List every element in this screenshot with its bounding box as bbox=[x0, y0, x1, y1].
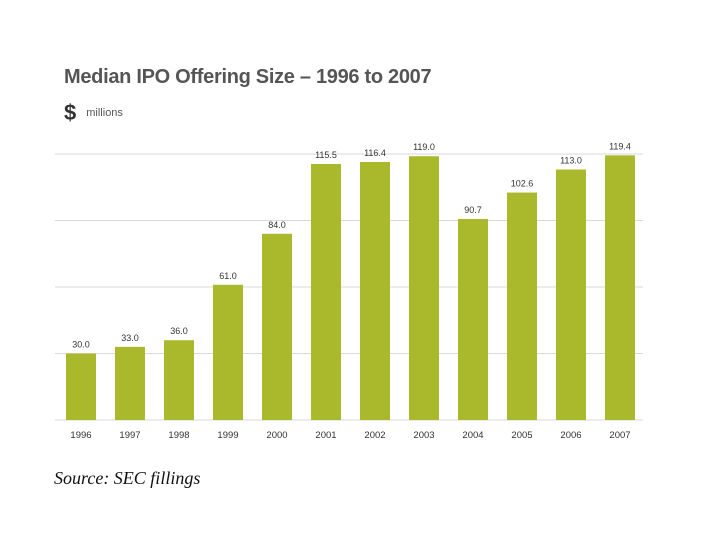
bar-chart: 30.0 33.0 36.0 61.0 84.0 115.5 116.4 119.0 90.7 1… bbox=[0, 0, 720, 540]
x-tick-label-2001: 2001 bbox=[315, 430, 336, 441]
value-label-1997: 33.0 bbox=[121, 333, 139, 343]
x-tick-label-2002: 2002 bbox=[364, 430, 385, 441]
x-tick-labels: 1996 1997 1998 1999 2000 2001 2002 2003 2004 2005… bbox=[70, 430, 630, 441]
value-label-1998: 36.0 bbox=[170, 326, 188, 336]
bar-1996 bbox=[66, 354, 96, 421]
bar-2002 bbox=[360, 162, 390, 420]
x-tick-label-2003: 2003 bbox=[413, 430, 434, 441]
value-label-2004: 90.7 bbox=[464, 205, 482, 215]
bar-2005 bbox=[507, 193, 537, 420]
bars bbox=[66, 155, 635, 420]
source-note: Source: SEC fillings bbox=[54, 468, 200, 489]
x-tick-label-2006: 2006 bbox=[560, 430, 581, 441]
x-tick-label-2005: 2005 bbox=[511, 430, 532, 441]
value-label-2002: 116.4 bbox=[364, 148, 386, 158]
x-tick-label-2004: 2004 bbox=[462, 430, 483, 441]
value-label-2007: 119.4 bbox=[609, 141, 631, 151]
slide: Median IPO Offering Size – 1996 to 2007 … bbox=[0, 0, 720, 540]
x-tick-label-2007: 2007 bbox=[609, 430, 630, 441]
bar-2006 bbox=[556, 170, 586, 420]
bar-2003 bbox=[409, 156, 439, 420]
bar-1998 bbox=[164, 340, 194, 420]
bar-1999 bbox=[213, 285, 243, 420]
bar-2000 bbox=[262, 234, 292, 420]
value-label-2006: 113.0 bbox=[560, 156, 582, 166]
x-tick-label-1999: 1999 bbox=[217, 430, 238, 441]
value-labels: 30.0 33.0 36.0 61.0 84.0 115.5 116.4 119.0 90.7 1… bbox=[72, 141, 631, 349]
value-label-2001: 115.5 bbox=[315, 150, 337, 160]
value-label-1999: 61.0 bbox=[219, 271, 237, 281]
value-label-2000: 84.0 bbox=[268, 220, 286, 230]
bar-2004 bbox=[458, 219, 488, 420]
bar-2001 bbox=[311, 164, 341, 420]
x-tick-label-1998: 1998 bbox=[168, 430, 189, 441]
x-tick-label-1996: 1996 bbox=[70, 430, 91, 441]
x-tick-label-1997: 1997 bbox=[119, 430, 140, 441]
x-tick-label-2000: 2000 bbox=[266, 430, 287, 441]
bar-2007 bbox=[605, 155, 635, 420]
value-label-2005: 102.6 bbox=[511, 179, 534, 189]
value-label-1996: 30.0 bbox=[72, 340, 90, 350]
value-label-2003: 119.0 bbox=[413, 142, 435, 152]
bar-1997 bbox=[115, 347, 145, 420]
